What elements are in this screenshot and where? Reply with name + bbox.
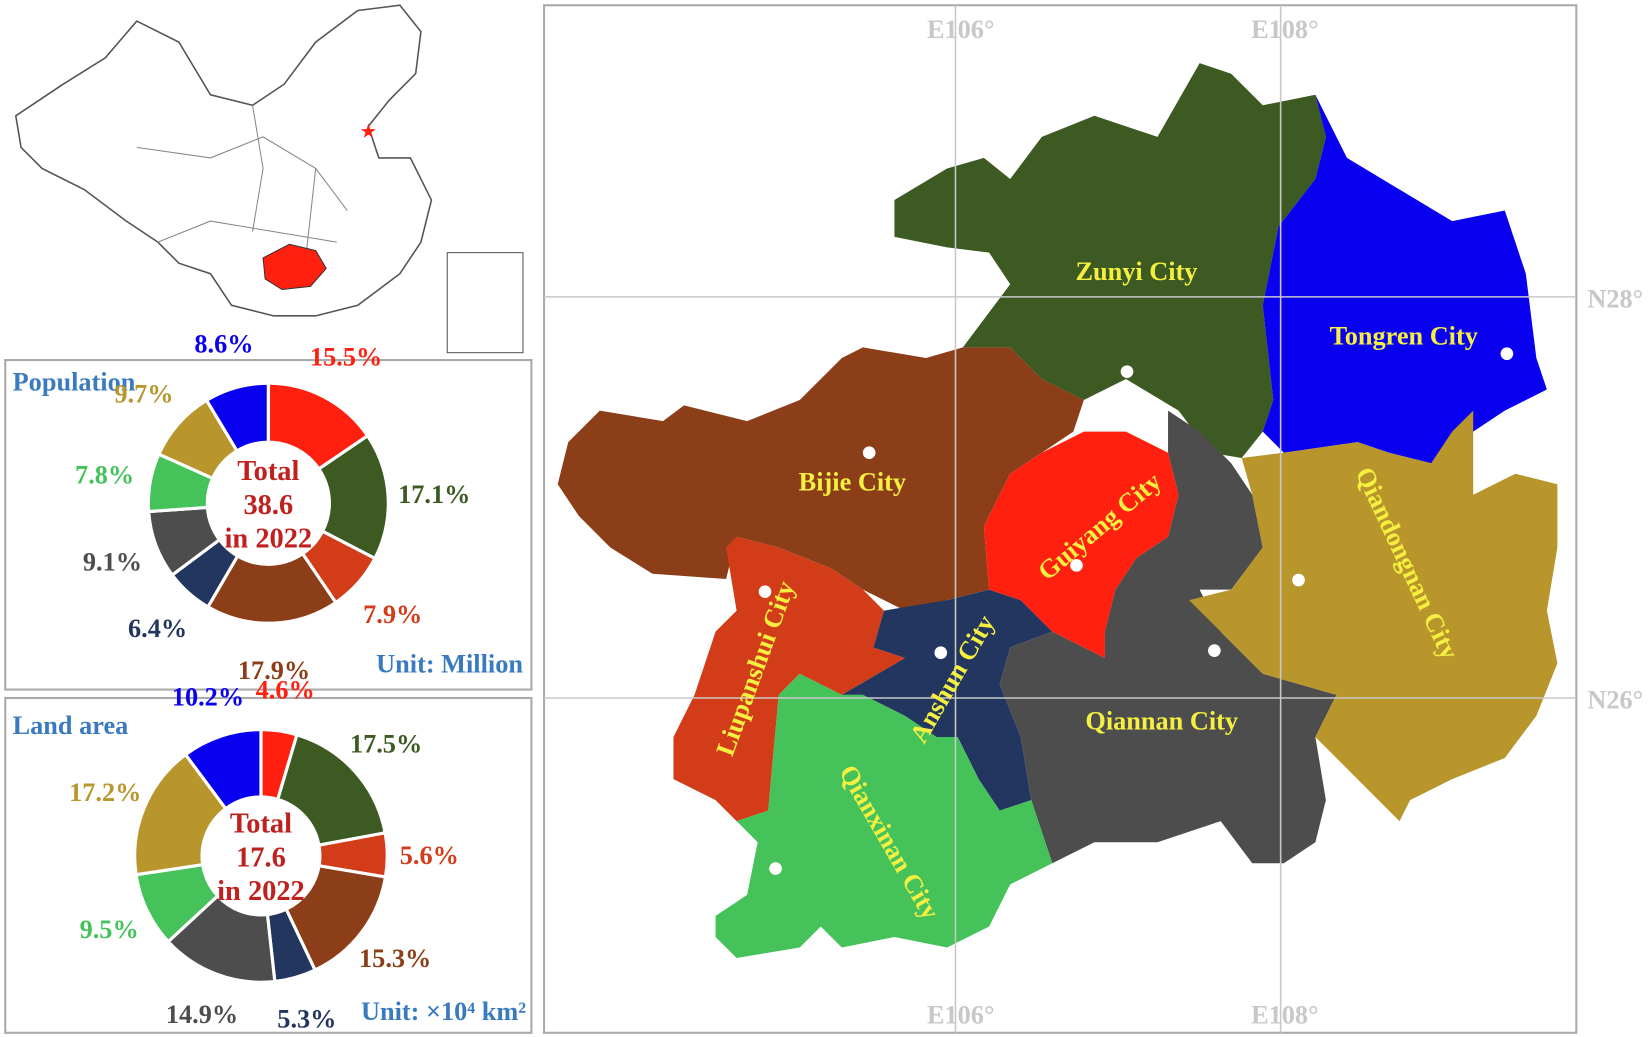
city-dot: [1500, 347, 1514, 361]
south-sea-inset: [446, 252, 524, 354]
data-label: 4.6%: [256, 676, 315, 705]
data-label: 15.5%: [310, 343, 382, 372]
city-label: Bijie City: [799, 468, 906, 497]
data-label: 17.5%: [350, 730, 422, 759]
unit-label: Unit: Million: [376, 650, 523, 679]
province-borders: [136, 105, 348, 264]
data-label: 7.8%: [75, 461, 134, 490]
liupanshui-region: [673, 536, 905, 822]
bijie-region: [557, 347, 1084, 611]
qiannan-region: [999, 410, 1337, 864]
center-text: 17.6: [236, 842, 286, 873]
city-label: Zunyi City: [1075, 257, 1197, 286]
data-label: 14.9%: [166, 1000, 238, 1029]
longitude-label: E106°: [927, 1000, 994, 1029]
center-text: 38.6: [243, 490, 293, 521]
data-label: 17.1%: [398, 480, 470, 509]
tongren-region: [1262, 94, 1547, 464]
land-panel: [4, 696, 533, 1034]
city-dot: [1208, 644, 1221, 657]
data-label: 7.9%: [363, 600, 422, 629]
anshun-region: [841, 589, 1053, 811]
china-outline: [14, 4, 433, 317]
latitude-label: N28°: [1587, 284, 1643, 313]
chart-title: Population: [13, 368, 136, 397]
map-frame: [542, 4, 1578, 1034]
city-dot: [1070, 559, 1083, 572]
china-inset: ★: [14, 4, 524, 354]
data-label: 8.6%: [194, 329, 253, 358]
donut-segment: [204, 381, 270, 454]
data-label: 5.6%: [400, 841, 459, 870]
zunyi-region: [894, 63, 1326, 458]
guiyang-region: [983, 431, 1179, 658]
latitude-label: N26°: [1587, 686, 1643, 715]
city-dot: [1292, 573, 1305, 587]
city-dot: [862, 446, 876, 460]
chart-title: Land area: [13, 711, 129, 740]
data-label: 9.5%: [80, 915, 139, 944]
data-label: 17.2%: [69, 778, 141, 807]
city-dot: [769, 862, 782, 875]
center-text: in 2022: [217, 876, 305, 907]
donut-segment: [133, 752, 228, 877]
data-label: 15.3%: [359, 944, 431, 973]
capital-star: ★: [361, 122, 377, 141]
data-label: 10.2%: [172, 683, 244, 712]
city-label: Qiannan City: [1085, 707, 1238, 736]
graticule: [544, 5, 1577, 1033]
unit-label: Unit: ×10⁴ km²: [361, 997, 526, 1026]
center-text: Total: [237, 456, 299, 487]
qianxinan-region: [715, 673, 1053, 959]
center-text: Total: [230, 809, 292, 840]
city-dot: [1120, 365, 1134, 378]
longitude-label: E106°: [927, 15, 994, 44]
data-label: 9.7%: [114, 379, 173, 408]
city-label: Tongren City: [1330, 321, 1478, 350]
donut-segment: [183, 728, 263, 811]
data-label: 5.3%: [277, 1004, 336, 1033]
longitude-label: E108°: [1251, 1000, 1318, 1029]
data-label: 17.9%: [238, 656, 310, 685]
center-text: in 2022: [225, 523, 313, 554]
population-panel: [4, 359, 533, 691]
data-label: 6.4%: [128, 614, 187, 643]
city-dots: [758, 347, 1514, 875]
city-dot: [758, 585, 772, 598]
guizhou-map: [557, 63, 1558, 959]
city-dot: [934, 646, 948, 660]
guizhou-highlight: [262, 243, 327, 291]
longitude-label: E108°: [1251, 15, 1318, 44]
data-label: 9.1%: [83, 548, 142, 577]
